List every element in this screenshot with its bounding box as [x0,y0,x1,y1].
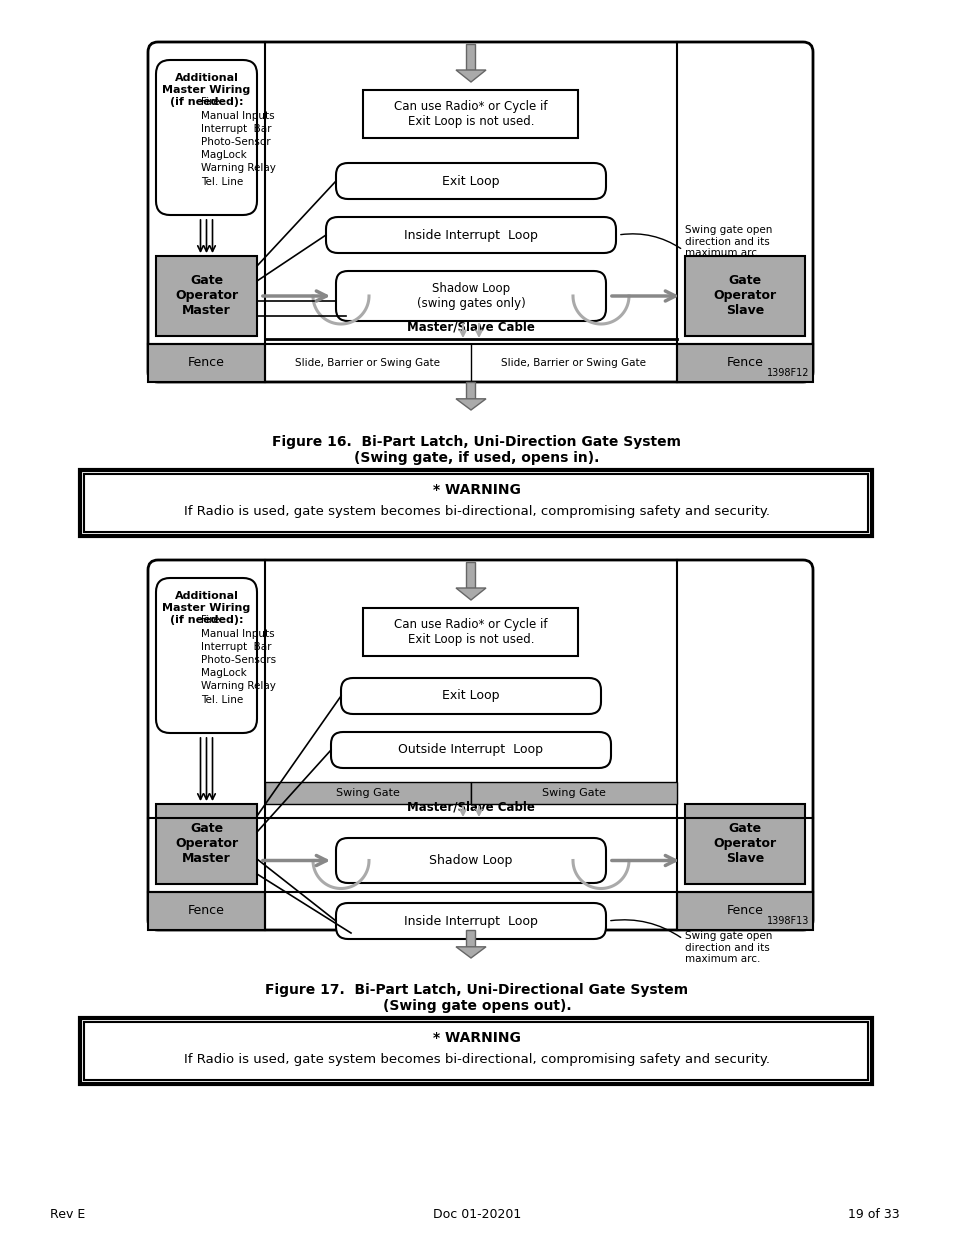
Bar [363,608,578,656]
Bar [466,930,475,947]
Bar [156,804,256,884]
FancyBboxPatch shape [335,163,605,199]
FancyBboxPatch shape [340,678,600,714]
Polygon shape [456,588,485,600]
FancyBboxPatch shape [326,217,616,253]
Text: Swing gate open
direction and its
maximum arc.: Swing gate open direction and its maximu… [684,225,772,258]
Text: Gate
Operator
Master: Gate Operator Master [174,274,238,317]
Text: Fence: Fence [188,904,225,918]
Text: (Swing gate opens out).: (Swing gate opens out). [382,999,571,1013]
Text: Additional
Master Wiring
(if needed):: Additional Master Wiring (if needed): [162,73,251,107]
Bar [466,562,475,588]
Bar [148,345,265,382]
Text: Master/Slave Cable: Master/Slave Cable [407,800,535,813]
FancyBboxPatch shape [331,732,610,768]
Text: Doc 01-20201: Doc 01-20201 [433,1209,520,1221]
Text: Gate
Operator
Slave: Gate Operator Slave [713,823,776,866]
Text: Rev E: Rev E [50,1209,85,1221]
Text: Fire
Manual Inputs
Interrupt  Bar
Photo-Sensor
MagLock
Warning Relay
Tel. Line: Fire Manual Inputs Interrupt Bar Photo-S… [201,98,276,186]
FancyBboxPatch shape [148,559,812,930]
Text: Can use Radio* or Cycle if
Exit Loop is not used.: Can use Radio* or Cycle if Exit Loop is … [394,618,547,646]
Text: Master/Slave Cable: Master/Slave Cable [407,320,535,333]
Polygon shape [456,399,485,410]
FancyBboxPatch shape [156,578,256,734]
Text: Inside Interrupt  Loop: Inside Interrupt Loop [404,914,537,927]
Text: Can use Radio* or Cycle if
Exit Loop is not used.: Can use Radio* or Cycle if Exit Loop is … [394,100,547,128]
FancyBboxPatch shape [156,61,256,215]
Polygon shape [456,947,485,958]
Text: (Swing gate, if used, opens in).: (Swing gate, if used, opens in). [354,451,599,466]
FancyBboxPatch shape [335,270,605,321]
Text: Slide, Barrier or Swing Gate: Slide, Barrier or Swing Gate [501,358,646,368]
Text: Exit Loop: Exit Loop [442,689,499,703]
Bar [84,474,867,532]
Text: 1398F12: 1398F12 [765,368,808,378]
Text: 19 of 33: 19 of 33 [847,1209,899,1221]
FancyBboxPatch shape [335,839,605,883]
Text: Gate
Operator
Master: Gate Operator Master [174,823,238,866]
Text: Swing Gate: Swing Gate [335,788,399,798]
FancyBboxPatch shape [148,42,812,382]
Bar [363,90,578,138]
Text: Figure 16.  Bi-Part Latch, Uni-Direction Gate System: Figure 16. Bi-Part Latch, Uni-Direction … [273,435,680,450]
Bar [677,345,812,382]
Text: Outside Interrupt  Loop: Outside Interrupt Loop [398,743,543,757]
Bar [80,471,871,536]
Text: Exit Loop: Exit Loop [442,174,499,188]
Text: Shadow Loop
(swing gates only): Shadow Loop (swing gates only) [416,282,525,310]
Polygon shape [456,70,485,82]
Text: Swing Gate: Swing Gate [541,788,605,798]
Bar [84,1023,867,1079]
Bar [80,1018,871,1084]
Text: Fence: Fence [726,904,762,918]
Text: Gate
Operator
Slave: Gate Operator Slave [713,274,776,317]
Bar [156,256,256,336]
Text: Fire
Manual Inputs
Interrupt  Bar
Photo-Sensors
MagLock
Warning Relay
Tel. Line: Fire Manual Inputs Interrupt Bar Photo-S… [201,615,276,705]
Bar [265,782,471,804]
Text: If Radio is used, gate system becomes bi-directional, compromising safety and se: If Radio is used, gate system becomes bi… [184,1053,769,1067]
Bar [677,892,812,930]
Bar [684,804,804,884]
Text: * WARNING: * WARNING [433,1031,520,1045]
FancyBboxPatch shape [335,903,605,939]
Text: * WARNING: * WARNING [433,483,520,496]
Text: Figure 17.  Bi-Part Latch, Uni-Directional Gate System: Figure 17. Bi-Part Latch, Uni-Directiona… [265,983,688,997]
Bar [684,256,804,336]
Text: Slide, Barrier or Swing Gate: Slide, Barrier or Swing Gate [295,358,440,368]
Bar [466,382,475,399]
Bar [471,782,677,804]
Text: Fence: Fence [188,357,225,369]
Bar [148,892,265,930]
Text: Additional
Master Wiring
(if needed):: Additional Master Wiring (if needed): [162,590,251,625]
Text: Swing gate open
direction and its
maximum arc.: Swing gate open direction and its maximu… [684,931,772,965]
Text: Shadow Loop: Shadow Loop [429,853,512,867]
Bar [466,44,475,70]
Text: If Radio is used, gate system becomes bi-directional, compromising safety and se: If Radio is used, gate system becomes bi… [184,505,769,519]
Text: 1398F13: 1398F13 [766,916,808,926]
Text: Inside Interrupt  Loop: Inside Interrupt Loop [404,228,537,242]
Text: Fence: Fence [726,357,762,369]
